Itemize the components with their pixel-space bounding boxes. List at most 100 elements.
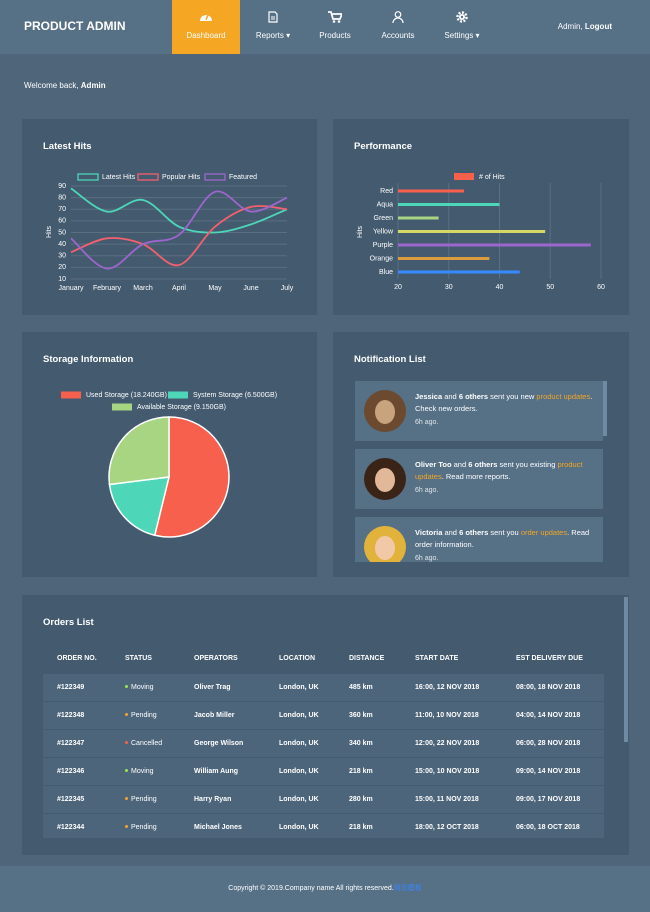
nav-item[interactable]: Reports ▾ (244, 0, 302, 54)
legend-swatch (61, 391, 81, 399)
cell: Pending (125, 812, 194, 838)
y-tick-label: Aqua (377, 201, 393, 208)
x-tick-label: 40 (496, 284, 504, 291)
avatar-face (375, 400, 395, 424)
welcome-text: Welcome back, (24, 81, 79, 90)
nav-item[interactable]: Settings ▾ (432, 0, 492, 54)
y-tick-label: 90 (58, 183, 66, 190)
status-dot (125, 741, 128, 745)
cell: 218 km (349, 756, 415, 785)
bar (398, 203, 500, 206)
x-tick-label: 20 (394, 284, 402, 291)
legend-swatch (137, 173, 159, 181)
notification-count: 6 others (468, 460, 498, 469)
column-header: LOCATION (279, 645, 349, 673)
welcome: Welcome back, Admin (24, 81, 106, 90)
cell: London, UK (279, 784, 349, 813)
cell: Oliver Trag (194, 672, 279, 701)
bar (398, 270, 520, 274)
pie-slice (108, 416, 170, 486)
logout[interactable]: Logout (584, 22, 612, 31)
cell: 15:00, 11 NOV 2018 (415, 784, 516, 813)
notification-text: Victoria and 6 others sent you order upd… (415, 527, 597, 551)
status: Moving (131, 683, 154, 691)
x-tick-label: June (243, 285, 258, 292)
cell: 09:00, 17 NOV 2018 (516, 784, 604, 813)
pie-slice (153, 416, 230, 538)
legend-label: # of Hits (479, 174, 505, 181)
y-axis-label: Hits (357, 225, 364, 238)
y-tick-label: 50 (58, 229, 66, 236)
status: Pending (131, 795, 157, 803)
pie-chart: Used Storage (18.240GB) System Storage (6… (61, 391, 277, 538)
nav-item[interactable]: Products (305, 0, 365, 54)
legend-swatch (454, 173, 474, 180)
user-menu: Admin, Logout (558, 22, 612, 31)
user-name: Admin, (557, 22, 583, 31)
cell: #122345 (43, 784, 125, 813)
order-row[interactable]: #122348 Pending Jacob Miller London, UK 360 … (43, 700, 604, 729)
brand[interactable]: PRODUCT ADMIN (24, 19, 126, 33)
notification-link[interactable]: product updates (536, 392, 591, 401)
icon (268, 11, 278, 23)
cell: 18:00, 12 OCT 2018 (415, 812, 516, 838)
panel: Latest Hits 10 20 30 40 50 60 70 80 90 January Feb… (22, 119, 317, 315)
nav-text: Settings (444, 31, 474, 40)
bar (398, 257, 490, 260)
status: Cancelled (131, 739, 163, 747)
cell: London, UK (279, 700, 349, 729)
line-series (70, 205, 288, 267)
order-row[interactable]: #122347 Cancelled George Wilson London, UK 3… (43, 728, 604, 757)
x-tick-label: April (172, 285, 186, 292)
line-series (70, 187, 288, 234)
header: PRODUCT ADMIN Dashboard Reports ▾ Produc… (0, 0, 650, 54)
avatar (364, 526, 406, 562)
x-tick-label: 30 (445, 284, 453, 291)
cell: #122347 (43, 728, 125, 757)
cell: 15:00, 10 NOV 2018 (415, 756, 516, 785)
scrollbar[interactable] (624, 597, 628, 742)
notification: Jessica and 6 others sent you new produc… (355, 381, 603, 441)
cell: 280 km (349, 784, 415, 813)
footer-link[interactable]: 网页模板 (393, 885, 422, 892)
notification-link[interactable]: order updates (520, 528, 568, 537)
order-row[interactable]: #122345 Pending Harry Ryan London, UK 280 km… (43, 784, 604, 813)
panel: Orders List ORDER NO. STATUS OPERATORS LOCA… (22, 595, 629, 855)
panel-title: Performance (354, 141, 413, 152)
notification-list[interactable]: Jessica and 6 others sent you new produc… (355, 381, 608, 562)
cell: #122344 (43, 812, 125, 838)
table-head: ORDER NO. STATUS OPERATORS LOCATION DISTANCE… (43, 645, 604, 673)
scrollbar[interactable] (603, 381, 607, 436)
icon (328, 11, 342, 23)
bar (398, 189, 464, 193)
notification-link[interactable]: product updates (415, 460, 583, 481)
cell: 06:00, 28 NOV 2018 (516, 728, 604, 757)
notification-text-part: . Read more reports. (441, 472, 511, 481)
line-chart: 10 20 30 40 50 60 70 80 90 January February March Ap… (46, 173, 294, 292)
y-tick-label: Green (374, 215, 394, 222)
orders-table: ORDER NO. STATUS OPERATORS LOCATION DISTANCE… (43, 645, 604, 838)
column-header: STATUS (125, 645, 194, 673)
table: ORDER NO. STATUS OPERATORS LOCATION DISTANCE… (43, 645, 604, 838)
status-dot (125, 797, 128, 801)
cell: 340 km (349, 728, 415, 757)
panel-title: Storage Information (43, 354, 134, 365)
icon (200, 14, 212, 21)
order-row[interactable]: #122346 Moving William Aung London, UK 218 k… (43, 756, 604, 785)
y-tick-label: 20 (58, 264, 66, 271)
panel: Performance 20 30 40 50 60 # of Hits Hits Red Aq… (333, 119, 629, 315)
cell: 06:00, 18 OCT 2018 (516, 812, 604, 838)
nav-item[interactable]: Dashboard (172, 0, 240, 54)
order-row[interactable]: #122344 Pending Michael Jones London, UK 218… (43, 812, 604, 838)
order-row[interactable]: #122349 Moving Oliver Trag London, UK 485 km… (43, 672, 604, 701)
bar-chart: 20 30 40 50 60 # of Hits Hits Red Aqua Green Yello… (357, 173, 605, 291)
cell: #122346 (43, 756, 125, 785)
notification-text-part: and (453, 460, 467, 469)
icon (456, 11, 468, 23)
nav-item[interactable]: Accounts (368, 0, 428, 54)
column-header: OPERATORS (194, 645, 279, 673)
panel: Storage Information Used Storage (18.240… (22, 332, 317, 577)
status-dot (125, 685, 128, 689)
x-tick-label: 60 (597, 284, 605, 291)
legend-swatch (168, 391, 188, 399)
